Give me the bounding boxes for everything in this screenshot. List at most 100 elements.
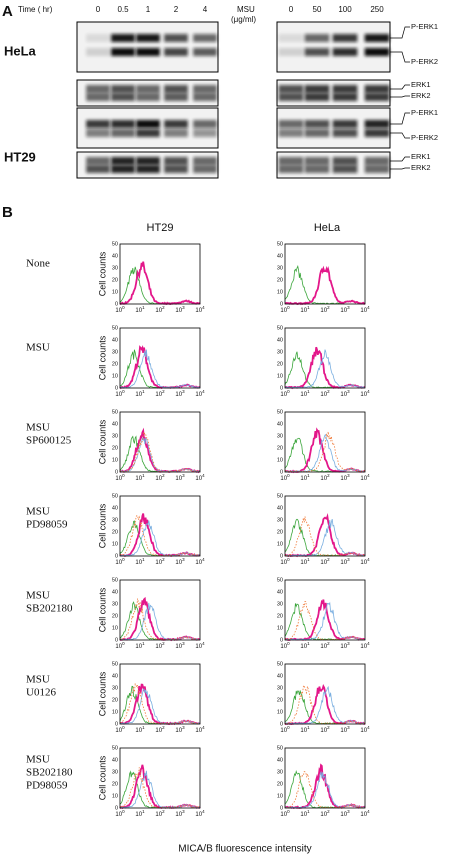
condition-label: MSU — [26, 342, 50, 354]
blot-band — [278, 85, 304, 93]
x-tick-exponent: 2 — [327, 389, 330, 394]
x-tick-exponent: 4 — [367, 305, 370, 310]
x-tick-base: 10 — [175, 644, 182, 650]
plot-frame — [284, 747, 366, 809]
histogram-curve — [119, 770, 201, 809]
histogram-curve — [284, 518, 366, 557]
y-tick-label: 50 — [277, 745, 283, 751]
blot-band — [86, 165, 110, 173]
condition-label: MSU — [26, 422, 50, 434]
y-tick-label: 30 — [277, 685, 283, 691]
y-tick-label: 0 — [115, 301, 118, 307]
y-tick-label: 10 — [112, 709, 118, 715]
condition-label: SB202180 — [26, 603, 73, 615]
x-tick-exponent: 2 — [327, 809, 330, 814]
band-pointer — [390, 132, 410, 139]
y-tick-label: 20 — [112, 361, 118, 367]
x-tick-base: 10 — [175, 812, 182, 818]
x-tick-exponent: 3 — [347, 473, 350, 478]
x-tick-exponent: 3 — [182, 641, 185, 646]
x-tick-base: 10 — [340, 728, 347, 734]
blot-band — [111, 165, 135, 173]
band-label: ERK1 — [411, 80, 431, 89]
y-axis-label: Cell counts — [97, 755, 107, 800]
x-tick-exponent: 1 — [142, 557, 145, 562]
y-axis-label: Cell counts — [97, 251, 107, 296]
x-tick-label: 101 — [135, 389, 145, 397]
time-label: 0.5 — [117, 5, 129, 14]
x-tick-label: 100 — [115, 473, 125, 481]
x-tick-exponent: 4 — [202, 305, 205, 310]
y-tick-label: 10 — [112, 457, 118, 463]
blot-band — [164, 157, 188, 165]
x-tick-base: 10 — [155, 308, 162, 314]
y-tick-label: 20 — [112, 529, 118, 535]
y-tick-label: 20 — [277, 529, 283, 535]
x-tick-exponent: 3 — [182, 389, 185, 394]
band-label: ERK2 — [411, 163, 431, 172]
x-tick-label: 104 — [360, 641, 370, 649]
blot-band — [278, 34, 304, 42]
dose-label: 100 — [338, 5, 352, 14]
x-tick-label: 103 — [340, 389, 350, 397]
histogram-curve — [119, 436, 201, 473]
y-tick-label: 10 — [112, 793, 118, 799]
x-tick-exponent: 3 — [182, 809, 185, 814]
blot-band — [136, 129, 160, 137]
band-label: P-ERK1 — [411, 108, 438, 117]
blot-band — [86, 85, 110, 93]
y-tick-label: 10 — [277, 625, 283, 631]
x-tick-exponent: 1 — [307, 305, 310, 310]
x-tick-label: 104 — [360, 809, 370, 817]
histogram-curve — [284, 685, 366, 725]
panel-label: B — [2, 204, 13, 221]
x-tick-label: 104 — [195, 389, 205, 397]
y-tick-label: 50 — [277, 325, 283, 331]
histogram-curve — [119, 349, 201, 389]
x-tick-base: 10 — [135, 308, 142, 314]
x-tick-base: 10 — [360, 308, 367, 314]
plot-frame — [284, 243, 366, 305]
x-tick-exponent: 1 — [142, 473, 145, 478]
y-tick-label: 0 — [115, 721, 118, 727]
x-tick-base: 10 — [175, 560, 182, 566]
x-tick-label: 104 — [360, 557, 370, 565]
y-tick-label: 50 — [277, 241, 283, 247]
blot-band — [364, 120, 390, 128]
band-label: P-ERK2 — [411, 57, 438, 66]
x-tick-label: 102 — [320, 809, 330, 817]
histogram-curve — [119, 602, 200, 641]
histogram-curve — [119, 685, 201, 725]
x-tick-base: 10 — [195, 728, 202, 734]
x-tick-exponent: 0 — [287, 473, 290, 478]
x-tick-exponent: 2 — [162, 305, 165, 310]
x-tick-base: 10 — [135, 476, 142, 482]
condition-label: SP600125 — [26, 435, 72, 447]
x-tick-label: 102 — [320, 389, 330, 397]
x-tick-label: 101 — [135, 557, 145, 565]
x-tick-label: 104 — [195, 557, 205, 565]
blot-band — [364, 93, 390, 101]
y-tick-label: 10 — [277, 541, 283, 547]
column-header: HT29 — [147, 222, 174, 234]
dose-label: 0 — [289, 5, 294, 14]
y-axis-label: Cell counts — [97, 335, 107, 380]
plot-frame — [284, 411, 366, 473]
x-axis-label: MICA/B fluorescence intensity — [178, 844, 311, 855]
blot-band — [136, 157, 160, 165]
y-tick-label: 0 — [280, 469, 283, 475]
x-tick-base: 10 — [135, 560, 142, 566]
x-tick-exponent: 1 — [142, 641, 145, 646]
x-tick-base: 10 — [195, 560, 202, 566]
x-tick-label: 100 — [115, 809, 125, 817]
dose-unit: (μg/ml) — [231, 15, 256, 24]
x-tick-exponent: 4 — [202, 557, 205, 562]
blot-band — [164, 34, 188, 42]
y-tick-label: 30 — [112, 769, 118, 775]
x-tick-base: 10 — [115, 560, 122, 566]
y-tick-label: 20 — [112, 697, 118, 703]
band-pointer — [390, 112, 410, 125]
condition-label: PD98059 — [26, 519, 68, 531]
x-tick-exponent: 2 — [327, 641, 330, 646]
y-tick-label: 20 — [277, 277, 283, 283]
